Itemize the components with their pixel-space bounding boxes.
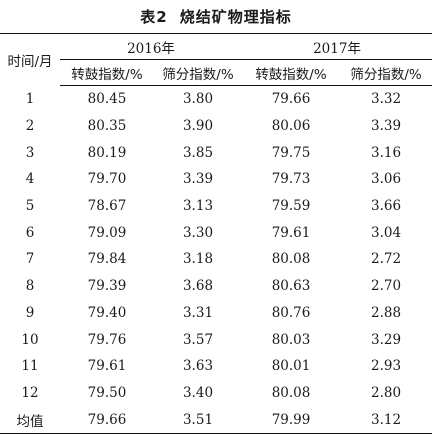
table-row: 3 80.19 3.85 79.75 3.16: [0, 139, 432, 166]
tumbler-index-2016-cell: 79.09: [87, 224, 127, 241]
screening-index-2017-cell: 2.70: [370, 278, 402, 295]
month-cell: 7: [25, 251, 35, 268]
header-row-metrics: 转鼓指数/% 筛分指数/% 转鼓指数/% 筛分指数/%: [0, 59, 432, 86]
table-row: 1 80.45 3.80 79.66 3.32: [0, 86, 432, 113]
table-row: 12 79.50 3.40 80.08 2.80: [0, 380, 432, 407]
month-cell: 均值: [0, 406, 60, 434]
tumbler-index-2017-cell: 80.01: [271, 358, 311, 375]
screening-index-2017-cell: 3.66: [370, 198, 402, 215]
document-page: 表2 烧结矿物理指标 时间/月 2016年 2017年 转鼓指数/% 筛分指数/%…: [0, 6, 432, 434]
tumbler-index-2016-cell: 79.39: [87, 278, 127, 295]
month-cell: 1: [25, 91, 35, 108]
tumbler-index-2016-cell: 79.70: [87, 171, 127, 188]
screening-index-2017-cell: 3.06: [370, 171, 402, 188]
month-cell: 5: [25, 198, 35, 215]
table-row: 7 79.84 3.18 80.08 2.72: [0, 246, 432, 273]
table-header: 时间/月 2016年 2017年 转鼓指数/% 筛分指数/% 转鼓指数/% 筛分…: [0, 33, 432, 86]
screening-index-2016-cell: 3.18: [182, 251, 214, 268]
screening-index-2017-cell: 2.93: [370, 358, 402, 375]
tumbler-index-2017-cell: 80.76: [271, 304, 311, 321]
screening-index-2017-cell: 2.88: [370, 304, 402, 321]
screening-index-2017-cell: 3.39: [370, 118, 402, 135]
tumbler-index-2016-cell: 79.66: [60, 406, 154, 434]
month-cell: 12: [21, 384, 39, 401]
table-row: 11 79.61 3.63 80.01 2.93: [0, 353, 432, 380]
tumbler-index-2017-header: 转鼓指数/%: [242, 59, 341, 86]
tumbler-index-2016-cell: 79.40: [87, 304, 127, 321]
screening-index-2016-cell: 3.90: [182, 118, 214, 135]
tumbler-index-2017-cell: 79.66: [271, 91, 311, 108]
year-2016-header: 2016年: [60, 33, 243, 60]
tumbler-index-2016-header: 转鼓指数/%: [60, 59, 154, 86]
tumbler-index-2017-cell: 79.99: [242, 406, 341, 434]
tumbler-index-2016-cell: 79.76: [87, 331, 127, 348]
table-row: 2 80.35 3.90 80.06 3.39: [0, 113, 432, 140]
table-row: 9 79.40 3.31 80.76 2.88: [0, 300, 432, 327]
header-row-years: 时间/月 2016年 2017年: [0, 33, 432, 86]
tumbler-index-2017-cell: 80.06: [271, 118, 311, 135]
month-cell: 10: [21, 331, 39, 348]
table-body: 1 80.45 3.80 79.66 3.32 2 80.35 3.90 80.06 3.39 3 8…: [0, 86, 432, 434]
table-row: 5 78.67 3.13 79.59 3.66: [0, 193, 432, 220]
table-row: 10 79.76 3.57 80.03 3.29: [0, 326, 432, 353]
screening-index-2016-cell: 3.68: [182, 278, 214, 295]
month-cell: 8: [25, 278, 35, 295]
tumbler-index-2016-cell: 79.61: [87, 358, 127, 375]
tumbler-index-2017-cell: 80.08: [271, 384, 311, 401]
screening-index-2016-cell: 3.39: [182, 171, 214, 188]
screening-index-2016-cell: 3.31: [182, 304, 214, 321]
table-title: 烧结矿物理指标: [179, 8, 292, 26]
tumbler-index-2016-cell: 80.35: [87, 118, 127, 135]
screening-index-2017-cell: 2.72: [370, 251, 402, 268]
month-cell: 11: [21, 358, 39, 375]
screening-index-2017-cell: 3.12: [340, 406, 432, 434]
tumbler-index-2016-cell: 80.45: [87, 91, 127, 108]
tumbler-index-2017-cell: 80.03: [271, 331, 311, 348]
screening-index-2016-cell: 3.30: [182, 224, 214, 241]
table-caption: 表2 烧结矿物理指标: [0, 6, 432, 27]
screening-index-2017-cell: 3.29: [370, 331, 402, 348]
month-column-header: 时间/月: [0, 33, 60, 86]
tumbler-index-2017-cell: 80.08: [271, 251, 311, 268]
month-cell: 4: [25, 171, 35, 188]
screening-index-2016-cell: 3.85: [182, 144, 214, 161]
screening-index-2016-cell: 3.51: [154, 406, 243, 434]
screening-index-2017-header: 筛分指数/%: [340, 59, 432, 86]
screening-index-2016-header: 筛分指数/%: [154, 59, 243, 86]
screening-index-2017-cell: 3.16: [370, 144, 402, 161]
table-row: 4 79.70 3.39 79.73 3.06: [0, 166, 432, 193]
tumbler-index-2016-cell: 80.19: [87, 144, 127, 161]
month-cell: 9: [25, 304, 35, 321]
tumbler-index-2017-cell: 80.63: [271, 278, 311, 295]
month-cell: 2: [25, 118, 35, 135]
month-cell: 3: [25, 144, 35, 161]
tumbler-index-2016-cell: 78.67: [87, 198, 127, 215]
table-number: 表2: [140, 8, 168, 26]
tumbler-index-2017-cell: 79.59: [271, 198, 311, 215]
screening-index-2016-cell: 3.40: [182, 384, 214, 401]
year-2017-header: 2017年: [242, 33, 432, 60]
average-row: 均值 79.66 3.51 79.99 3.12: [0, 406, 432, 434]
tumbler-index-2017-cell: 79.75: [271, 144, 311, 161]
screening-index-2017-cell: 3.04: [370, 224, 402, 241]
sinter-physical-index-table: 时间/月 2016年 2017年 转鼓指数/% 筛分指数/% 转鼓指数/% 筛分…: [0, 33, 432, 434]
screening-index-2016-cell: 3.80: [182, 91, 214, 108]
table-row: 8 79.39 3.68 80.63 2.70: [0, 273, 432, 300]
screening-index-2016-cell: 3.13: [182, 198, 214, 215]
tumbler-index-2017-cell: 79.61: [271, 224, 311, 241]
screening-index-2017-cell: 2.80: [370, 384, 402, 401]
month-cell: 6: [25, 224, 35, 241]
tumbler-index-2017-cell: 79.73: [271, 171, 311, 188]
tumbler-index-2016-cell: 79.50: [87, 384, 127, 401]
tumbler-index-2016-cell: 79.84: [87, 251, 127, 268]
screening-index-2017-cell: 3.32: [370, 91, 402, 108]
table-row: 6 79.09 3.30 79.61 3.04: [0, 219, 432, 246]
screening-index-2016-cell: 3.63: [182, 358, 214, 375]
screening-index-2016-cell: 3.57: [182, 331, 214, 348]
